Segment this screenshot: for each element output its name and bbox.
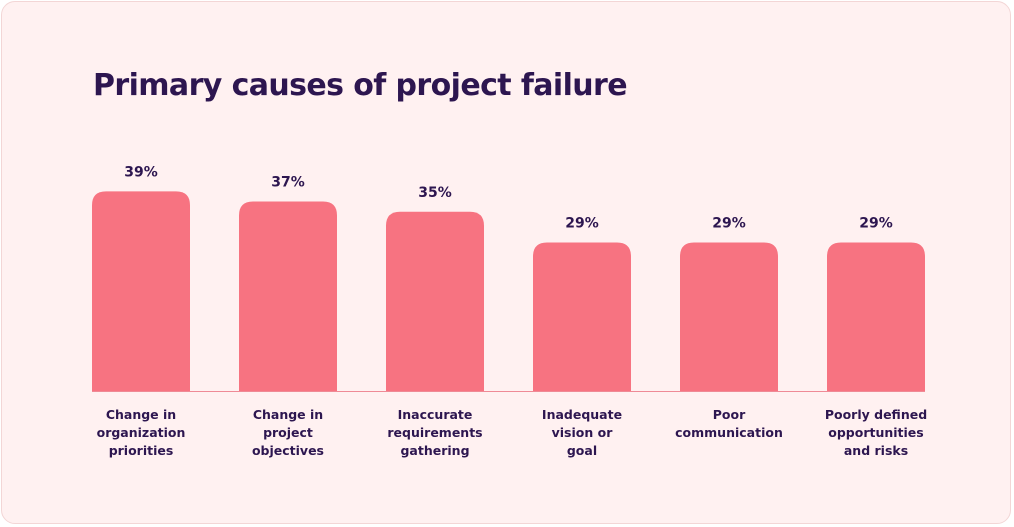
category-label-line: organization [96, 425, 186, 440]
category-label-1: Change in organization priorities [82, 406, 200, 460]
bar-6 [827, 242, 925, 391]
category-label-line: project [263, 425, 313, 440]
category-label-line: Poor [712, 407, 746, 422]
bar-3 [386, 211, 484, 391]
category-label-line: and risks [843, 443, 909, 458]
chart-title: Primary causes of project failure [93, 68, 628, 103]
category-label-line: opportunities [828, 425, 924, 440]
category-label-line: gathering [400, 443, 470, 458]
value-label-4: 29% [565, 216, 599, 232]
category-label-line: Change in [105, 407, 177, 422]
value-label-3: 35% [418, 185, 452, 201]
category-label-line: Inadequate [541, 407, 623, 422]
value-label-1: 39% [124, 164, 158, 180]
category-label-2: Change in project objectives [229, 406, 347, 460]
category-label-line: Change in [252, 407, 324, 422]
category-label-line: requirements [387, 425, 483, 440]
bar-4 [533, 242, 631, 391]
category-label-line: vision or [551, 425, 613, 440]
category-label-3: Inaccurate requirements gathering [376, 406, 494, 460]
bar-5 [680, 242, 778, 391]
value-label-2: 37% [271, 175, 305, 191]
category-label-line: communication [675, 425, 783, 440]
category-label-line: Inaccurate [397, 407, 473, 422]
category-label-6: Poorly defined opportunities and risks [817, 406, 935, 460]
category-label-line: goal [566, 443, 598, 458]
category-label-5: Poor communication [670, 406, 788, 442]
bar-1 [92, 191, 190, 391]
category-label-line: Poorly defined [824, 407, 928, 422]
value-label-6: 29% [859, 216, 893, 232]
value-label-5: 29% [712, 216, 746, 232]
category-label-line: objectives [251, 443, 325, 458]
category-label-4: Inadequate vision or goal [523, 406, 641, 460]
bar-2 [239, 201, 337, 391]
category-label-line: priorities [108, 443, 174, 458]
